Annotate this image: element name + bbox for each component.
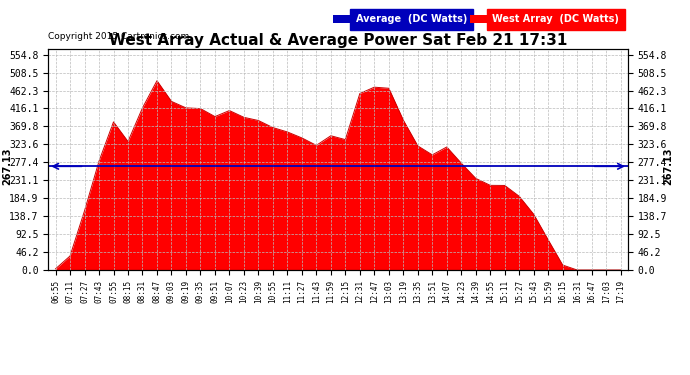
Text: 267.13: 267.13 — [3, 147, 12, 185]
Legend: Average  (DC Watts), West Array  (DC Watts): Average (DC Watts), West Array (DC Watts… — [329, 10, 623, 28]
Text: Copyright 2015 Cartronics.com: Copyright 2015 Cartronics.com — [48, 32, 190, 41]
Text: 267.13: 267.13 — [664, 147, 673, 185]
Title: West Array Actual & Average Power Sat Feb 21 17:31: West Array Actual & Average Power Sat Fe… — [109, 33, 567, 48]
